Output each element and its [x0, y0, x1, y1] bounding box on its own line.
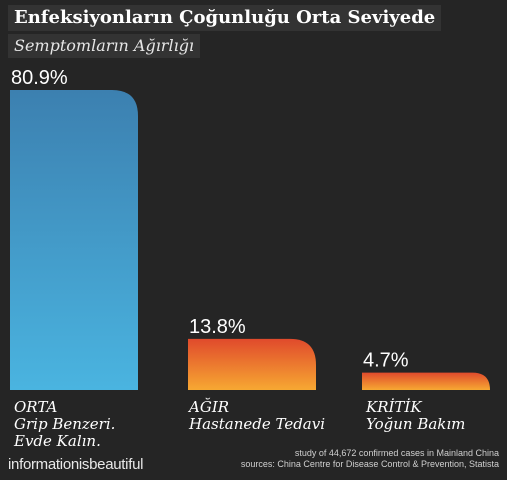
- category-name: KRİTİK: [366, 398, 422, 416]
- brand-logo: informationisbeautiful: [8, 456, 144, 473]
- chart-title: Enfeksiyonların Çoğunluğu Orta Seviyede: [14, 7, 436, 28]
- bar-orta: [10, 90, 138, 390]
- category-description: Hastanede Tedavi: [189, 415, 326, 433]
- category-label-orta: ORTA Grip Benzeri. Evde Kalın.: [14, 399, 115, 450]
- category-label-agir: AĞIR Hastanede Tedavi: [189, 399, 325, 433]
- value-label-orta: 80.9%: [11, 67, 68, 89]
- category-name: AĞIR: [189, 398, 230, 416]
- category-description: Evde Kalın.: [14, 432, 101, 450]
- bar-kritik: [362, 372, 490, 390]
- category-name: ORTA: [14, 398, 58, 416]
- source-line-study: study of 44,672 confirmed cases in Mainl…: [294, 448, 499, 458]
- source-line-sources: sources: China Centre for Disease Contro…: [240, 459, 499, 469]
- category-description: Yoğun Bakım: [366, 415, 466, 433]
- category-description: Grip Benzeri.: [14, 415, 116, 433]
- title-box: Enfeksiyonların Çoğunluğu Orta Seviyede: [8, 5, 442, 31]
- chart-subtitle: Semptomların Ağırlığı: [14, 36, 195, 55]
- category-label-kritik: KRİTİK Yoğun Bakım: [366, 399, 465, 433]
- bar-agir: [188, 338, 316, 390]
- source-note: study of 44,672 confirmed cases in Mainl…: [241, 448, 499, 470]
- value-label-kritik: 4.7%: [363, 350, 409, 372]
- value-label-agir: 13.8%: [189, 316, 246, 338]
- subtitle-box: Semptomların Ağırlığı: [8, 34, 201, 58]
